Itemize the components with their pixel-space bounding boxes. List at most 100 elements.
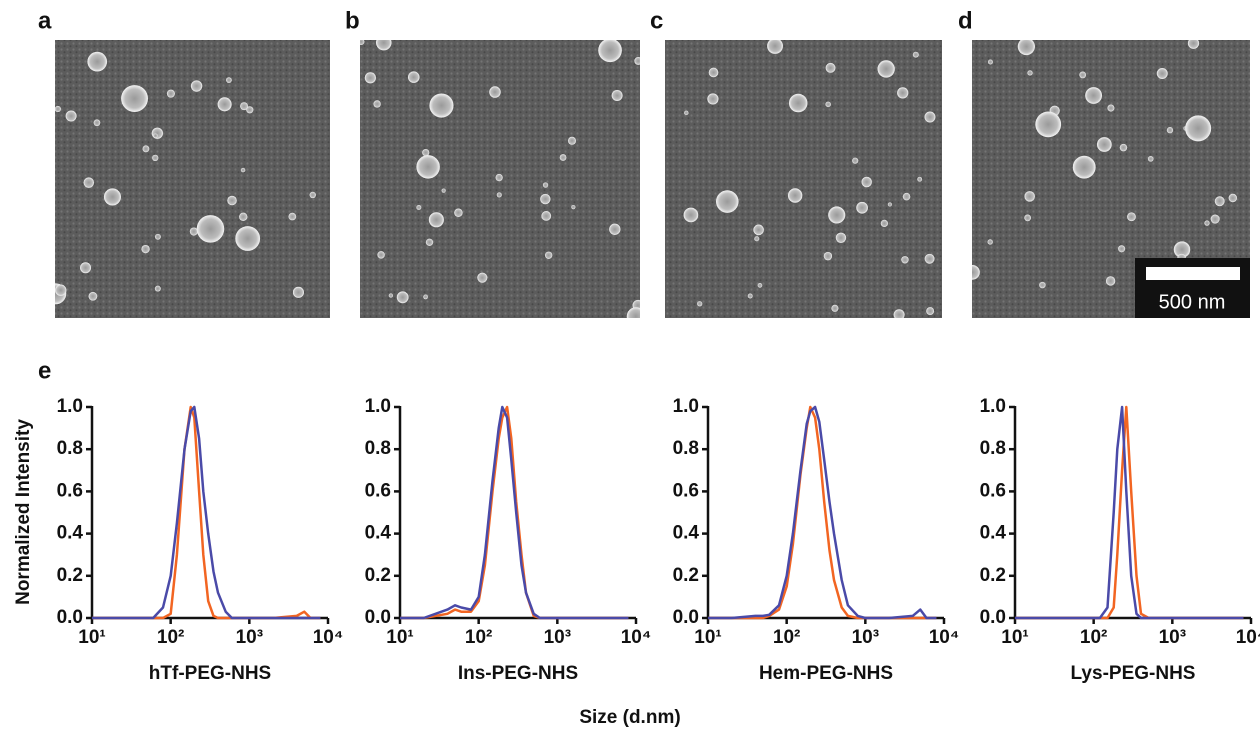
particle <box>912 51 919 58</box>
particle <box>924 111 936 123</box>
particle <box>788 93 808 113</box>
particle <box>1105 276 1116 286</box>
x-tick-label: 10³ <box>236 627 263 648</box>
chart-title: hTf-PEG-NHS <box>149 663 271 684</box>
particle <box>88 291 98 301</box>
y-tick-label: 0.6 <box>57 480 83 501</box>
particle <box>1147 156 1154 162</box>
x-axis-label: Size (d.nm) <box>579 707 680 728</box>
sem-image <box>55 40 330 318</box>
data-line <box>400 405 629 620</box>
sem-background <box>665 40 942 318</box>
particle <box>309 191 316 199</box>
y-axis-label: Normalized Intensity <box>13 419 34 605</box>
particle <box>1210 214 1220 224</box>
particle <box>887 202 892 207</box>
panel-label: b <box>345 7 360 34</box>
sem-image <box>665 40 942 318</box>
particle <box>825 101 831 108</box>
y-tick-label: 1.0 <box>365 396 391 417</box>
particle <box>1024 214 1032 222</box>
x-tick-label: 10⁴ <box>621 627 652 648</box>
particle <box>541 211 552 221</box>
y-tick-label: 0.8 <box>980 438 1006 459</box>
particle <box>1107 104 1115 112</box>
particle <box>141 244 150 254</box>
particle <box>240 102 249 111</box>
particle <box>626 307 640 318</box>
particle <box>1228 193 1238 203</box>
particle <box>423 294 428 300</box>
particle <box>902 192 911 201</box>
particle <box>428 212 444 228</box>
panel-label: d <box>958 7 973 34</box>
x-tick-label: 10¹ <box>78 627 105 648</box>
y-tick-label: 0.6 <box>980 480 1006 501</box>
particle <box>121 85 148 112</box>
y-tick-label: 0.0 <box>980 607 1006 628</box>
particle <box>825 62 836 73</box>
y-tick-label: 0.2 <box>980 565 1006 586</box>
chart-title: Hem-PEG-NHS <box>759 663 893 684</box>
particle <box>1166 127 1174 134</box>
y-tick-label: 0.0 <box>365 607 391 628</box>
particle <box>416 155 440 179</box>
particle <box>634 56 640 65</box>
particle <box>1187 40 1200 49</box>
y-tick-label: 0.4 <box>673 523 700 544</box>
particle <box>715 190 739 213</box>
panel-label: c <box>650 7 663 34</box>
particle <box>1119 143 1128 152</box>
particle <box>757 283 763 288</box>
particle <box>103 188 122 206</box>
particle <box>901 256 909 264</box>
particle <box>227 195 237 206</box>
x-tick-label: 10² <box>465 627 492 648</box>
x-tick-label: 10¹ <box>694 627 721 648</box>
particle <box>196 215 225 243</box>
particle <box>454 208 463 218</box>
particle <box>364 72 376 84</box>
data-line <box>708 405 937 620</box>
particle <box>754 236 760 242</box>
particle <box>1096 137 1112 152</box>
particle <box>429 93 454 118</box>
particle <box>80 262 92 274</box>
x-tick-label: 10³ <box>1159 627 1186 648</box>
particle <box>787 188 803 203</box>
scale-bar-label: 500 nm <box>1159 291 1226 313</box>
panel-label: a <box>38 7 52 34</box>
particle <box>1039 281 1046 289</box>
particle <box>1214 196 1225 207</box>
particle <box>217 97 232 112</box>
data-line <box>400 405 629 620</box>
particle <box>753 224 764 236</box>
particle <box>544 251 553 259</box>
y-tick-label: 0.8 <box>673 438 699 459</box>
particle <box>1118 245 1126 253</box>
particle <box>1156 68 1168 79</box>
particle <box>987 239 993 245</box>
sem-background <box>55 40 330 318</box>
particle <box>972 264 980 280</box>
particle <box>360 40 365 45</box>
particle <box>897 87 909 99</box>
particle <box>683 207 699 223</box>
particle <box>611 89 623 101</box>
particle <box>828 206 846 224</box>
particle <box>377 251 385 259</box>
particle <box>190 80 203 92</box>
panel-label: e <box>38 357 51 384</box>
data-line <box>1015 405 1244 620</box>
particle <box>292 286 304 298</box>
x-tick-label: 10⁴ <box>313 627 344 648</box>
particle <box>246 106 254 114</box>
particle <box>1024 191 1035 202</box>
particles <box>683 40 936 318</box>
data-line <box>92 405 321 620</box>
particle <box>226 77 232 83</box>
particle <box>495 173 503 182</box>
particle <box>153 133 158 138</box>
particle <box>376 40 392 51</box>
